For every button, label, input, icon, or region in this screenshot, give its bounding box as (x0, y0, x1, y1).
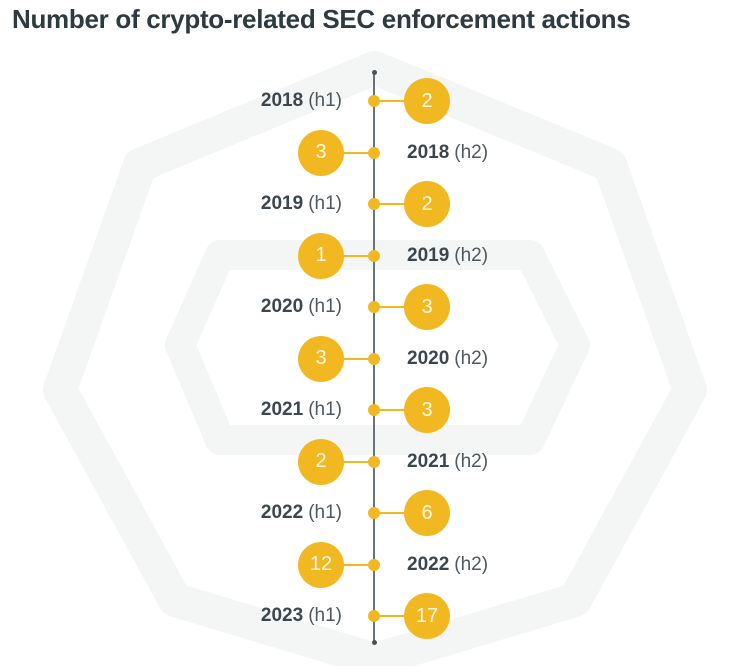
period-label: 2022 (h1) (261, 501, 342, 525)
timeline-dot (368, 558, 380, 571)
timeline-dot (368, 610, 380, 622)
period-label: 2019 (h1) (261, 192, 342, 216)
connector-line (342, 357, 374, 360)
period-half: (h2) (454, 450, 489, 472)
timeline-dot (368, 198, 380, 210)
timeline-dot (368, 301, 380, 313)
value-bubble: 17 (404, 593, 450, 639)
value-bubble: 3 (298, 129, 344, 176)
connector-line (374, 203, 406, 205)
connector-line (342, 254, 374, 257)
value-bubble: 3 (298, 335, 344, 382)
period-year: 2020 (407, 347, 450, 369)
connector-line (342, 151, 374, 154)
period-half: (h2) (454, 347, 489, 369)
period-half: (h1) (308, 90, 342, 111)
value-bubble: 2 (404, 78, 450, 124)
value-bubble: 6 (404, 490, 450, 536)
period-label: 2018 (h2) (407, 141, 488, 165)
value-bubble: 12 (298, 541, 344, 588)
connector-line (374, 306, 406, 308)
timeline-dot (368, 455, 380, 468)
period-half: (h1) (308, 502, 342, 523)
chart-title: Number of crypto-related SEC enforcement… (12, 4, 631, 34)
value-bubble: 3 (404, 284, 450, 330)
period-year: 2023 (260, 605, 304, 626)
timeline-spine-top-cap (371, 70, 377, 75)
period-label: 2020 (h2) (407, 347, 488, 371)
period-year: 2019 (407, 244, 450, 266)
period-label: 2021 (h1) (261, 398, 342, 422)
value-bubble: 3 (404, 387, 450, 433)
period-half: (h2) (454, 141, 489, 163)
period-half: (h1) (308, 605, 342, 626)
connector-line (374, 615, 406, 617)
connector-line (342, 563, 374, 566)
period-year: 2022 (260, 502, 304, 523)
period-half: (h2) (454, 553, 489, 575)
period-year: 2018 (260, 90, 304, 111)
period-year: 2018 (407, 141, 450, 163)
period-year: 2022 (407, 553, 450, 575)
value-bubble: 2 (298, 438, 344, 485)
connector-line (374, 409, 406, 411)
timeline-dot (368, 404, 380, 416)
timeline-dot (368, 352, 380, 365)
period-half: (h1) (308, 296, 342, 317)
period-year: 2019 (260, 193, 304, 214)
period-year: 2021 (407, 450, 450, 472)
period-label: 2021 (h2) (407, 450, 488, 474)
timeline-dot (368, 507, 380, 519)
period-half: (h1) (308, 193, 342, 214)
period-label: 2023 (h1) (261, 604, 342, 628)
period-label: 2018 (h1) (261, 89, 342, 113)
connector-line (374, 100, 406, 102)
period-label: 2022 (h2) (407, 553, 488, 577)
value-bubble: 1 (298, 232, 344, 279)
period-year: 2021 (260, 399, 304, 420)
period-year: 2020 (260, 296, 304, 317)
connector-line (342, 460, 374, 463)
timeline-dot (368, 95, 380, 107)
period-label: 2020 (h1) (261, 295, 342, 319)
period-half: (h2) (454, 244, 489, 266)
timeline-spine-bottom-cap (371, 640, 377, 645)
timeline-dot (368, 146, 380, 159)
value-bubble: 2 (404, 181, 450, 227)
period-label: 2019 (h2) (407, 244, 488, 268)
connector-line (374, 512, 406, 514)
period-half: (h1) (308, 399, 342, 420)
timeline-dot (368, 249, 380, 262)
